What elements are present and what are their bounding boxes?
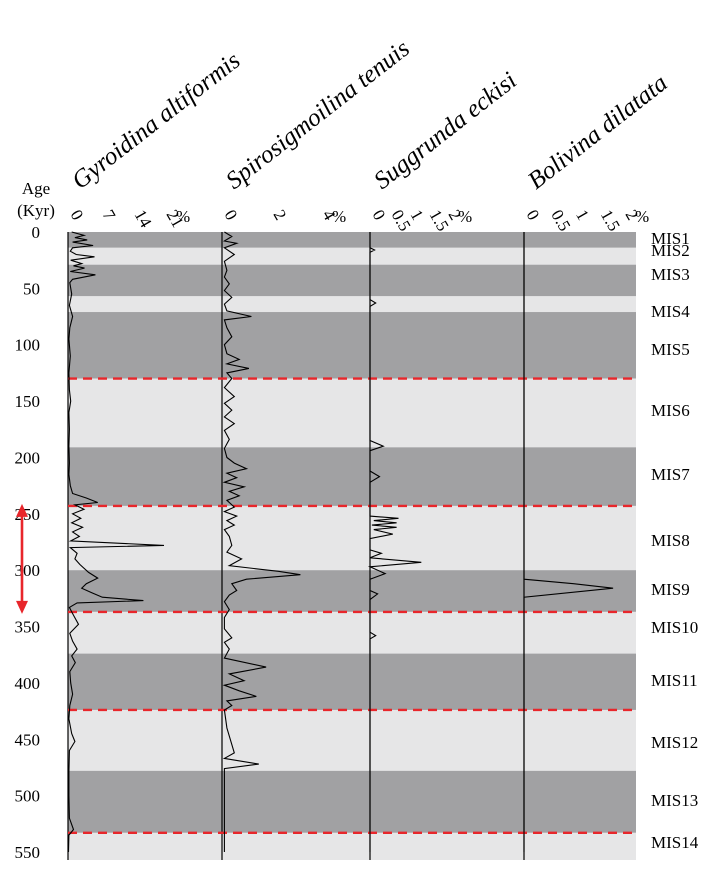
x-tick-label-panel-2-1: 2 [270,207,291,224]
x-tick-label-panel-4-3: 1.5 [597,207,624,235]
y-tick-label-150: 150 [15,392,41,411]
series-line-panel-2 [222,231,301,852]
mis-label-mis5: MIS5 [651,340,690,359]
mis-band-mis8 [68,505,636,571]
x-tick-label-panel-1-1: 7 [99,207,120,224]
x-tick-label-panel-4-0: 0 [523,207,544,224]
x-tick-label-panel-1-2: 14 [131,207,156,232]
mis-label-mis13: MIS13 [651,791,698,810]
x-tick-label-panel-1-0: 0 [67,207,88,224]
mis-band-mis10 [68,611,636,654]
y-tick-label-200: 200 [15,448,41,467]
unit-label-panel-4: % [635,207,649,226]
panel-title-1: Gyroidina altiformis [67,47,245,195]
x-tick-label-panel-3-2: 1 [407,207,428,224]
y-tick-label-0: 0 [32,223,41,242]
mis-label-mis11: MIS11 [651,671,698,690]
mis-label-mis8: MIS8 [651,531,690,550]
mis-band-mis7 [68,447,636,506]
unit-label-panel-1: % [176,207,190,226]
y-tick-label-500: 500 [15,787,41,806]
mis-label-mis1: MIS1 [651,229,690,248]
mis-band-mis11 [68,653,636,710]
mis-label-mis3: MIS3 [651,265,690,284]
mis-band-mis2 [68,247,636,265]
mis-label-mis7: MIS7 [651,465,690,484]
y-tick-label-400: 400 [15,674,41,693]
mis-label-mis12: MIS12 [651,733,698,752]
mis-band-mis13 [68,770,636,833]
mis-label-mis14: MIS14 [651,833,699,852]
mis-band-mis14 [68,832,636,860]
series-line-panel-4 [523,232,614,852]
y-axis-label-line2: (Kyr) [17,201,55,220]
panel-title-4: Bolivina dilatata [523,70,673,195]
mis-label-mis2: MIS2 [651,241,690,260]
x-tick-label-panel-2-0: 0 [221,207,242,224]
arrow-head-top [16,503,28,517]
y-tick-label-100: 100 [15,336,41,355]
mis-label-mis4: MIS4 [651,302,690,321]
x-tick-label-panel-3-0: 0 [369,207,390,224]
unit-label-panel-3: % [458,207,472,226]
mis-band-mis9 [68,570,636,612]
mis-label-mis6: MIS6 [651,401,690,420]
x-tick-label-panel-4-1: 0.5 [547,207,574,235]
mis-band-mis5 [68,312,636,379]
mis-label-mis9: MIS9 [651,580,690,599]
x-tick-label-panel-4-2: 1 [572,207,593,224]
mis-label-mis10: MIS10 [651,618,698,637]
y-tick-label-300: 300 [15,561,41,580]
unit-label-panel-2: % [332,207,346,226]
y-tick-label-50: 50 [23,279,40,298]
y-tick-label-550: 550 [15,843,41,862]
mis-band-mis3 [68,264,636,297]
mis-band-mis4 [68,296,636,313]
y-tick-label-350: 350 [15,618,41,637]
arrow-head-bottom [16,600,28,614]
y-axis-label-line1: Age [22,179,50,198]
mis-band-mis12 [68,709,636,771]
mis-band-mis6 [68,378,636,448]
mis-band-mis1 [68,232,636,248]
y-tick-label-450: 450 [15,730,41,749]
panel-title-3: Suggrunda eckisi [369,67,522,195]
series-line-panel-1 [67,231,165,853]
series-line-panel-3 [367,232,422,852]
